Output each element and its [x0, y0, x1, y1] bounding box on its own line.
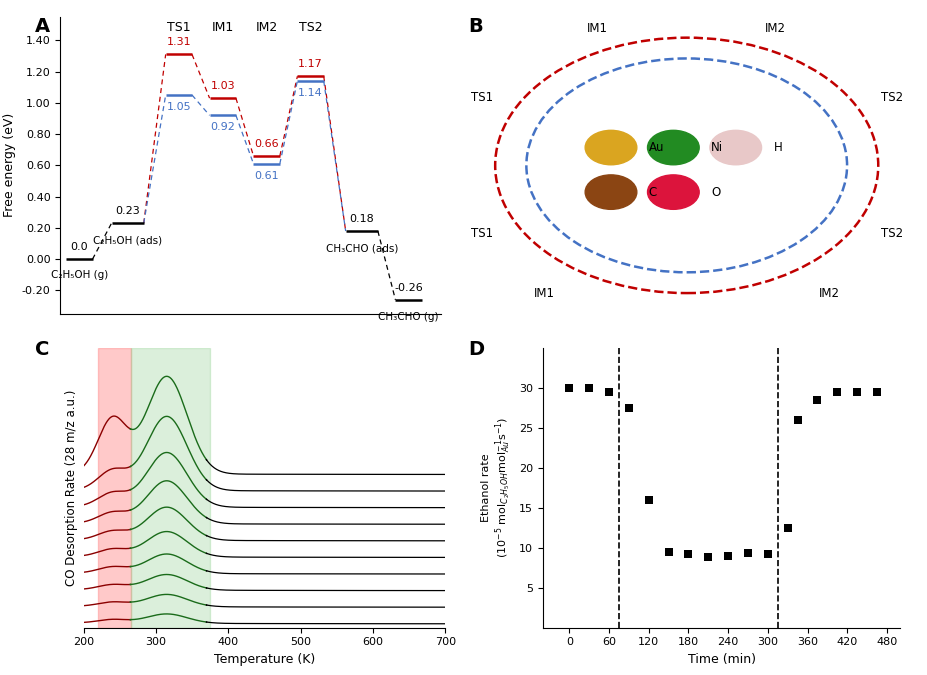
Text: TS1: TS1 — [167, 21, 190, 34]
Text: 0.66: 0.66 — [254, 139, 279, 149]
Point — [829, 386, 844, 397]
Point — [621, 402, 636, 413]
Point — [581, 382, 596, 393]
Circle shape — [585, 130, 636, 165]
Text: TS2: TS2 — [880, 90, 902, 103]
Y-axis label: CO Desorption Rate (28 m/z a.u.): CO Desorption Rate (28 m/z a.u.) — [65, 389, 78, 586]
Point — [869, 386, 883, 397]
Text: O: O — [710, 186, 719, 198]
Text: A: A — [35, 17, 50, 36]
Text: IM1: IM1 — [587, 22, 607, 35]
Text: 1.14: 1.14 — [298, 88, 323, 98]
Text: D: D — [468, 340, 484, 358]
Text: Ni: Ni — [710, 141, 722, 154]
Point — [660, 546, 675, 557]
Text: IM2: IM2 — [255, 21, 277, 34]
Point — [740, 548, 755, 559]
Text: 1.17: 1.17 — [298, 59, 323, 70]
Point — [562, 382, 577, 393]
Text: C: C — [35, 340, 49, 358]
Text: H: H — [773, 141, 781, 154]
Text: IM1: IM1 — [211, 21, 234, 34]
Circle shape — [585, 175, 636, 209]
Circle shape — [647, 130, 698, 165]
Bar — [98, 348, 131, 628]
Point — [700, 552, 715, 563]
Text: TS1: TS1 — [470, 227, 492, 240]
Text: 0.92: 0.92 — [210, 122, 235, 132]
Circle shape — [709, 130, 761, 165]
Text: C₂H₅OH (g): C₂H₅OH (g) — [51, 270, 108, 280]
Point — [759, 549, 774, 560]
Y-axis label: Ethanol rate
(10$^{-5}$ mol$_{C_2H_5OH}$mol$_{Au}^{-1}$s$^{-1}$): Ethanol rate (10$^{-5}$ mol$_{C_2H_5OH}$… — [481, 417, 513, 558]
Point — [641, 494, 655, 505]
Text: CH₃CHO (ads): CH₃CHO (ads) — [325, 244, 398, 254]
Bar — [131, 348, 210, 628]
Text: TS1: TS1 — [470, 90, 492, 103]
Point — [601, 386, 616, 397]
Point — [849, 386, 864, 397]
Text: Au: Au — [648, 141, 664, 154]
Point — [809, 394, 824, 405]
Y-axis label: Free energy (eV): Free energy (eV) — [4, 113, 17, 217]
Text: C: C — [648, 186, 656, 198]
Text: 1.03: 1.03 — [210, 81, 235, 91]
Text: CH₃CHO (g): CH₃CHO (g) — [378, 313, 438, 322]
Text: 0.0: 0.0 — [70, 242, 88, 252]
Text: 1.05: 1.05 — [166, 102, 191, 112]
Text: IM1: IM1 — [533, 287, 554, 300]
Text: 0.18: 0.18 — [349, 214, 374, 224]
Point — [680, 549, 695, 560]
Text: -0.26: -0.26 — [394, 283, 423, 293]
Text: 0.61: 0.61 — [254, 171, 279, 181]
X-axis label: Time (min): Time (min) — [687, 653, 755, 666]
Point — [720, 550, 735, 561]
Text: TS2: TS2 — [298, 21, 322, 34]
Text: B: B — [468, 17, 483, 36]
Circle shape — [647, 175, 698, 209]
Text: 1.31: 1.31 — [166, 37, 191, 47]
Point — [780, 522, 794, 533]
Text: IM2: IM2 — [818, 287, 839, 300]
X-axis label: Temperature (K): Temperature (K) — [213, 653, 315, 666]
Point — [789, 414, 804, 425]
Text: 0.23: 0.23 — [115, 206, 140, 216]
Text: IM2: IM2 — [765, 22, 785, 35]
Text: TS2: TS2 — [880, 227, 902, 240]
Text: C₂H₅OH (ads): C₂H₅OH (ads) — [93, 236, 162, 246]
